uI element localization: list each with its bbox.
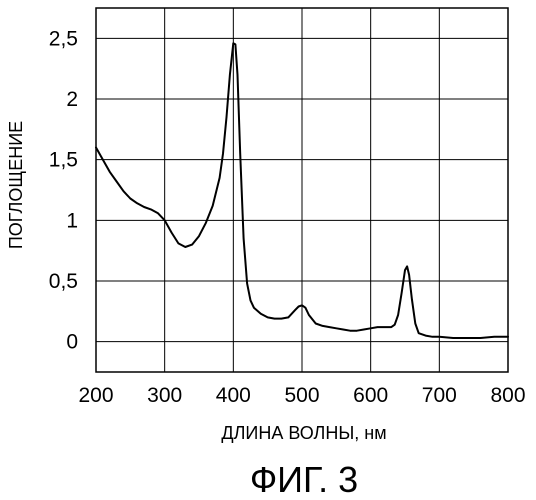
- y-tick-label: 0: [66, 331, 78, 354]
- y-tick-label: 2: [66, 88, 78, 111]
- x-tick-label: 300: [147, 384, 182, 407]
- grid-lines: [96, 8, 508, 372]
- y-tick-labels: 0 0,5 1 1,5 2 2,5: [49, 27, 78, 353]
- y-tick-label: 1: [66, 209, 78, 232]
- y-tick-label: 0,5: [49, 270, 78, 293]
- figure-caption: ФИГ. 3: [250, 459, 358, 500]
- x-axis-label: ДЛИНА ВОЛНЫ, нм: [221, 423, 386, 443]
- y-tick-label: 2,5: [49, 27, 78, 50]
- y-axis-label: ПОГЛОЩЕНИЕ: [6, 121, 26, 249]
- x-tick-label: 400: [216, 384, 251, 407]
- y-tick-label: 1,5: [49, 149, 78, 172]
- x-tick-labels: 200 300 400 500 600 700 800: [78, 384, 525, 407]
- x-tick-label: 500: [284, 384, 319, 407]
- x-tick-label: 200: [78, 384, 113, 407]
- x-tick-label: 600: [353, 384, 388, 407]
- x-tick-label: 700: [422, 384, 457, 407]
- x-tick-label: 800: [490, 384, 525, 407]
